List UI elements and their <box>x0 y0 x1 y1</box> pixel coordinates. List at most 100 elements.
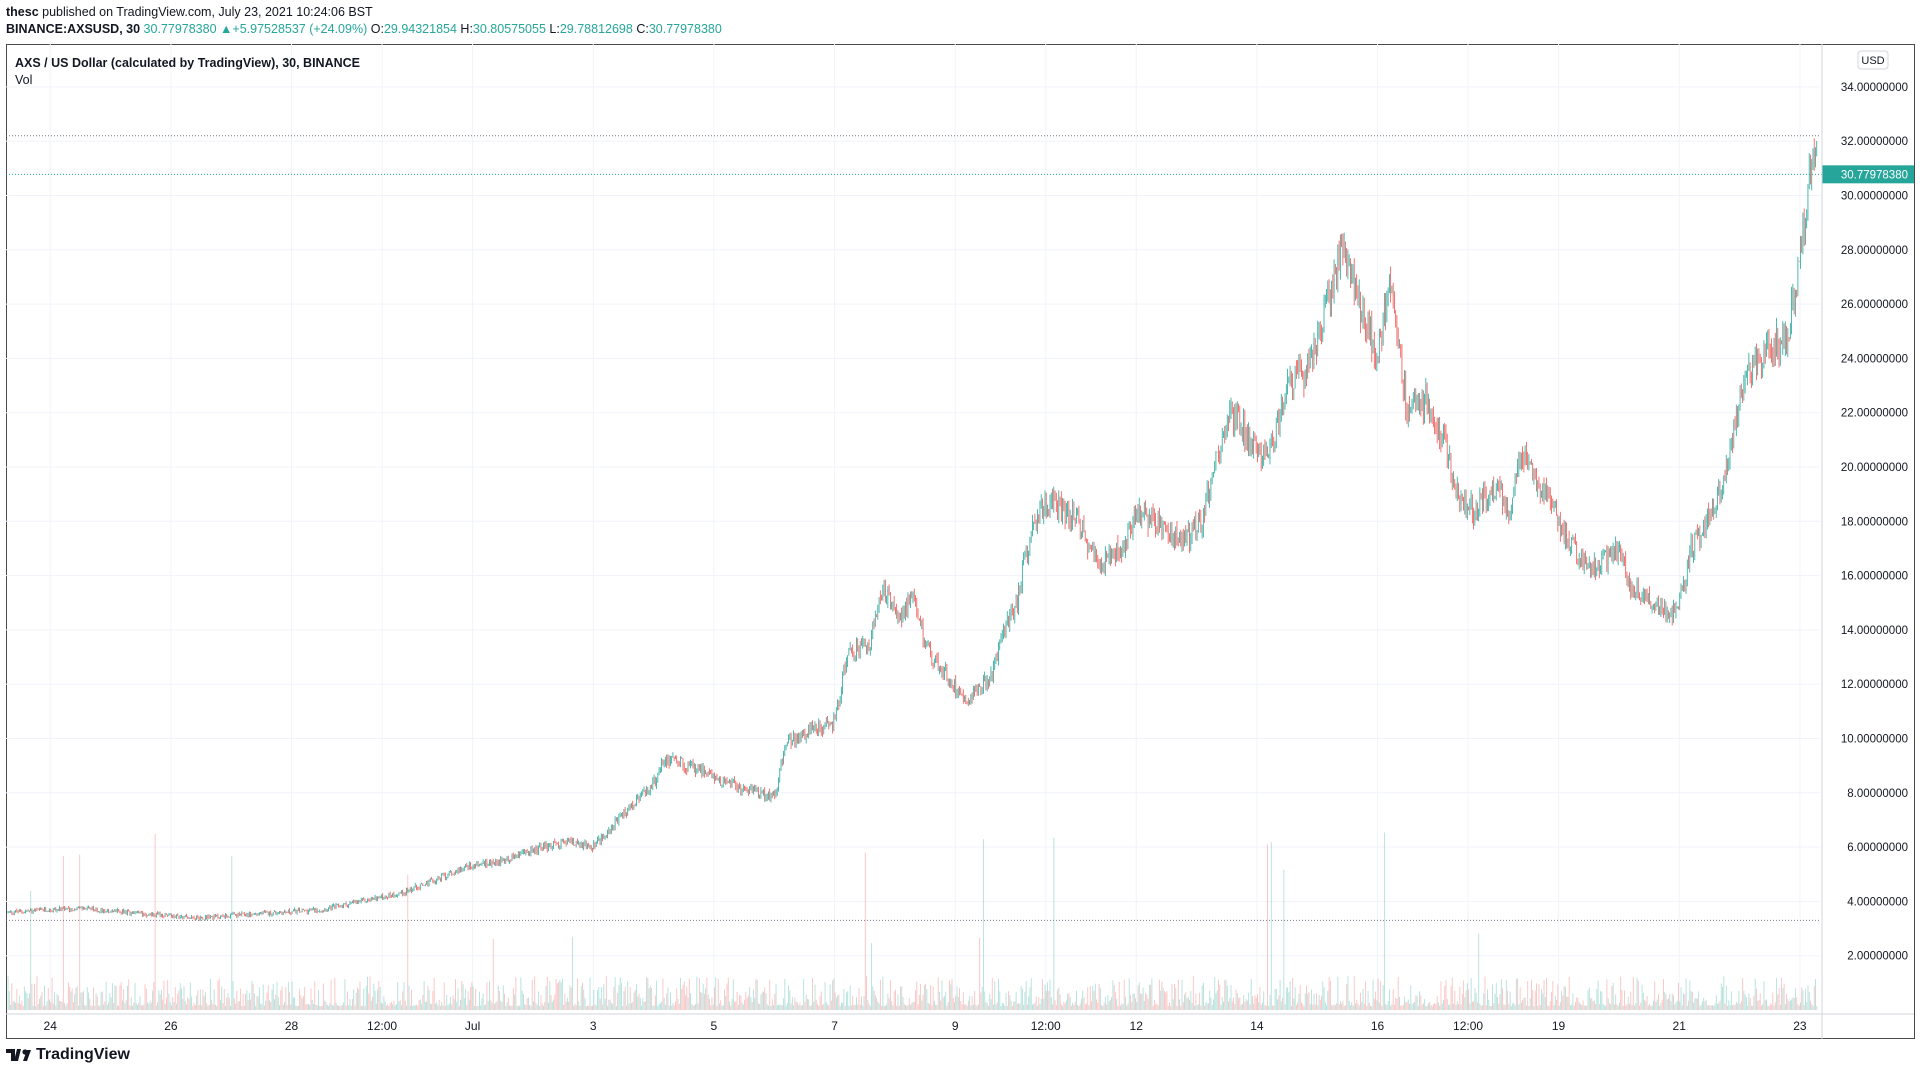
volume-bar <box>433 977 435 1010</box>
volume-bar <box>1729 1005 1731 1010</box>
volume-bar <box>358 989 360 1010</box>
volume-bar <box>722 1005 724 1010</box>
volume-bar <box>1497 997 1498 1010</box>
volume-bar <box>564 993 566 1010</box>
volume-bar <box>991 977 993 1010</box>
volume-bar <box>243 1005 245 1010</box>
volume-bar <box>209 978 211 1010</box>
volume-bar <box>835 997 837 1010</box>
volume-bar <box>570 987 572 1010</box>
volume-bar <box>67 982 69 1010</box>
volume-bar <box>910 1004 911 1010</box>
volume-bar <box>297 1005 299 1010</box>
volume-bar <box>395 1004 397 1010</box>
volume-bar <box>1722 986 1723 1010</box>
volume-bar <box>1668 998 1669 1010</box>
volume-bar <box>794 997 796 1010</box>
volume-bar <box>1778 987 1780 1010</box>
volume-bar <box>443 982 445 1010</box>
volume-bar <box>662 978 664 1010</box>
volume-bar <box>544 1001 546 1010</box>
volume-bar <box>1130 995 1131 1010</box>
volume-bar <box>766 1004 768 1010</box>
volume-bar <box>25 991 27 1010</box>
open-label: O: <box>370 22 384 36</box>
volume-bar <box>1412 1002 1414 1010</box>
volume-bar <box>1523 997 1525 1010</box>
volume-bar <box>1043 998 1045 1010</box>
volume-bar <box>1103 1002 1105 1010</box>
volume-bar <box>194 1005 196 1010</box>
volume-bar <box>937 977 939 1010</box>
volume-bar <box>871 943 873 1010</box>
volume-bar <box>751 1001 753 1010</box>
volume-bar <box>384 1001 386 1010</box>
volume-bar <box>1069 997 1071 1010</box>
volume-bar <box>1062 1005 1064 1010</box>
volume-bar <box>1631 1004 1633 1010</box>
volume-bar <box>18 995 20 1010</box>
volume-bar <box>551 1001 553 1010</box>
volume-bar <box>1549 1001 1551 1010</box>
volume-bar <box>651 987 653 1010</box>
volume-bar <box>1699 1005 1701 1010</box>
volume-bar <box>1509 991 1511 1010</box>
volume-bar <box>246 990 248 1010</box>
volume-bar <box>642 998 644 1010</box>
volume-bar <box>1411 1004 1413 1010</box>
volume-bar <box>741 1002 743 1010</box>
volume-bar <box>1816 1005 1818 1010</box>
volume-bar <box>1297 1002 1299 1010</box>
volume-bar <box>199 989 201 1010</box>
volume-bar <box>1597 980 1599 1010</box>
volume-bar <box>922 994 924 1010</box>
volume-bar <box>1112 980 1114 1010</box>
volume-bar <box>1587 990 1589 1010</box>
volume-bar <box>1585 1005 1586 1010</box>
volume-bar <box>1562 995 1564 1010</box>
volume-bar <box>1277 999 1279 1010</box>
volume-bar <box>1119 1005 1121 1010</box>
x-tick-label: 12 <box>1130 1019 1144 1033</box>
volume-bar <box>46 1001 48 1010</box>
volume-bar <box>506 1002 508 1010</box>
volume-bar <box>387 1004 389 1010</box>
volume-bar <box>1187 996 1189 1010</box>
volume-bar <box>324 1000 326 1010</box>
volume-bar <box>1099 988 1101 1010</box>
volume-bar <box>1376 1000 1378 1010</box>
volume-bar <box>1224 980 1226 1010</box>
volume-bar <box>1019 1003 1021 1010</box>
volume-bar <box>1630 991 1632 1010</box>
volume-bar <box>483 1005 485 1010</box>
volume-bar <box>1104 996 1106 1010</box>
volume-bar <box>1143 1000 1145 1010</box>
volume-bar <box>898 1005 900 1010</box>
volume-bar <box>1060 1004 1062 1010</box>
volume-bar <box>163 980 165 1010</box>
volume-bar <box>1329 981 1331 1010</box>
volume-bar <box>101 991 103 1010</box>
volume-bar <box>1136 1002 1138 1010</box>
volume-bar <box>1407 999 1409 1010</box>
volume-bar <box>1197 1004 1199 1010</box>
tradingview-logo[interactable]: TradingView <box>6 1046 130 1064</box>
volume-bar <box>1201 985 1203 1010</box>
volume-bar <box>1495 982 1497 1010</box>
volume-bar <box>1753 995 1755 1010</box>
volume-bar <box>1316 993 1317 1010</box>
volume-bar <box>884 1005 886 1010</box>
volume-bar <box>1380 981 1382 1010</box>
volume-bar <box>1645 1001 1647 1010</box>
volume-bar <box>1049 979 1051 1010</box>
volume-bar <box>514 994 516 1010</box>
volume-bar <box>1341 1003 1343 1010</box>
volume-bar <box>1013 1001 1015 1010</box>
volume-bar <box>1666 999 1668 1010</box>
volume-bar <box>576 978 578 1010</box>
volume-bar <box>985 1002 987 1010</box>
volume-bar <box>438 999 440 1010</box>
volume-bar <box>1700 1004 1702 1010</box>
volume-bar <box>966 1005 968 1010</box>
